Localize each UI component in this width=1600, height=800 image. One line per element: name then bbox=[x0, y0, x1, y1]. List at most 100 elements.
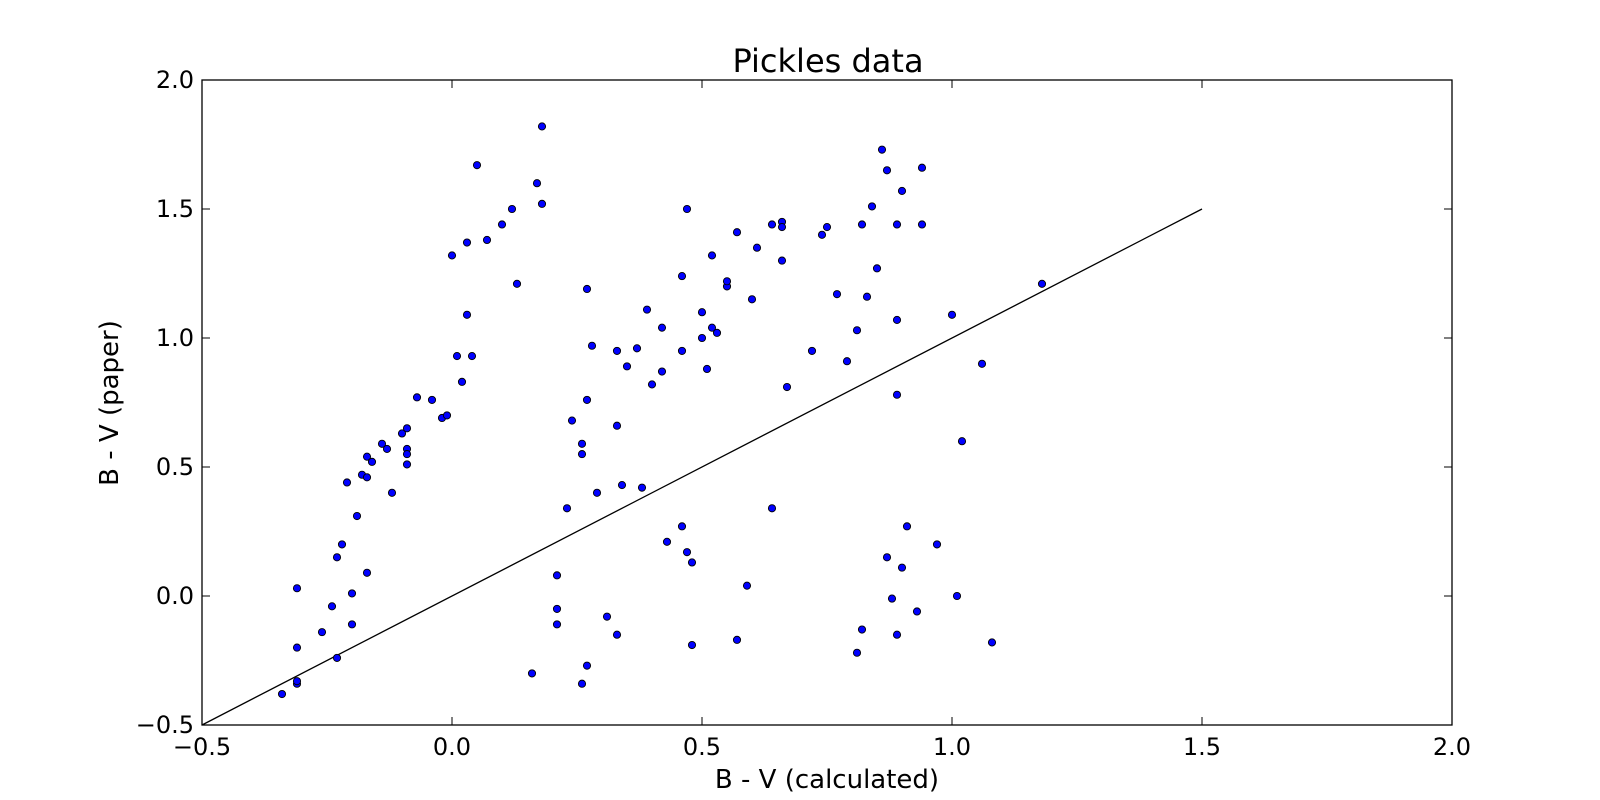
data-point bbox=[352, 511, 362, 521]
data-point bbox=[807, 346, 817, 355]
y-tick-label: 0.5 bbox=[156, 453, 194, 481]
data-point bbox=[457, 377, 467, 386]
data-point bbox=[947, 310, 957, 319]
data-point bbox=[402, 460, 412, 469]
data-point bbox=[872, 264, 882, 273]
data-point bbox=[452, 352, 462, 361]
data-point bbox=[882, 553, 892, 562]
data-point bbox=[892, 220, 902, 229]
data-point bbox=[582, 284, 592, 294]
data-point bbox=[662, 537, 672, 546]
data-point bbox=[677, 522, 687, 531]
x-tick-label: 0.5 bbox=[683, 733, 721, 761]
data-point bbox=[347, 589, 357, 598]
data-point bbox=[677, 346, 687, 355]
data-point bbox=[317, 628, 327, 637]
data-point bbox=[497, 220, 507, 229]
data-point bbox=[552, 620, 562, 629]
data-point bbox=[367, 457, 377, 466]
data-point bbox=[1037, 279, 1047, 288]
x-tick-label: 2.0 bbox=[1433, 733, 1471, 761]
data-point bbox=[577, 450, 587, 459]
data-point bbox=[657, 323, 667, 332]
data-point bbox=[817, 230, 827, 239]
data-point bbox=[917, 220, 927, 229]
data-point bbox=[337, 540, 347, 549]
data-point bbox=[537, 199, 547, 208]
data-point bbox=[582, 395, 592, 404]
data-point bbox=[892, 630, 902, 639]
data-point bbox=[412, 393, 422, 402]
data-point bbox=[732, 228, 742, 237]
data-point bbox=[347, 620, 357, 629]
data-point bbox=[387, 488, 397, 497]
data-point bbox=[657, 367, 667, 376]
data-point bbox=[562, 504, 572, 513]
data-point bbox=[777, 223, 787, 232]
data-point bbox=[332, 553, 342, 562]
data-point bbox=[587, 341, 597, 350]
data-point bbox=[707, 251, 717, 260]
data-point bbox=[577, 439, 587, 448]
data-point bbox=[292, 643, 302, 652]
data-point bbox=[332, 653, 342, 662]
data-point bbox=[442, 411, 452, 420]
chart-title: Pickles data bbox=[732, 42, 923, 80]
data-point bbox=[822, 223, 832, 232]
data-point bbox=[712, 328, 722, 337]
data-point bbox=[687, 558, 697, 567]
data-point bbox=[682, 548, 692, 557]
reference-line bbox=[201, 208, 1203, 726]
data-point bbox=[567, 416, 577, 425]
data-point bbox=[882, 166, 892, 175]
data-point bbox=[612, 346, 622, 355]
data-point bbox=[707, 323, 717, 332]
data-point bbox=[507, 204, 517, 214]
data-point bbox=[977, 359, 987, 368]
data-point bbox=[852, 648, 862, 657]
data-point bbox=[342, 478, 352, 487]
data-point bbox=[472, 161, 482, 170]
data-point bbox=[642, 305, 652, 314]
data-point bbox=[862, 292, 872, 301]
data-point bbox=[382, 444, 392, 453]
data-point bbox=[582, 661, 592, 670]
data-point bbox=[952, 591, 962, 601]
x-tick-label: 1.5 bbox=[1183, 733, 1221, 761]
data-point bbox=[617, 481, 627, 490]
data-point bbox=[612, 421, 622, 430]
data-point bbox=[897, 186, 907, 195]
data-point bbox=[987, 638, 997, 647]
data-point bbox=[602, 612, 612, 621]
data-point bbox=[362, 452, 372, 461]
data-point bbox=[782, 382, 792, 392]
data-point bbox=[527, 669, 537, 678]
data-point bbox=[482, 235, 492, 245]
y-axis-label: B - V (paper) bbox=[95, 320, 125, 486]
data-point bbox=[277, 689, 287, 699]
data-point bbox=[592, 488, 602, 497]
data-point bbox=[637, 483, 647, 492]
data-point bbox=[677, 272, 687, 281]
data-point bbox=[767, 504, 777, 513]
data-point bbox=[552, 571, 562, 580]
data-point bbox=[402, 450, 412, 459]
data-point bbox=[377, 439, 387, 448]
data-point bbox=[612, 630, 622, 639]
data-point bbox=[427, 395, 437, 404]
data-point bbox=[877, 145, 887, 154]
data-point bbox=[467, 352, 477, 361]
data-point bbox=[752, 243, 762, 252]
data-point bbox=[832, 290, 842, 299]
y-tick-label: −0.5 bbox=[136, 711, 194, 739]
data-point bbox=[842, 357, 852, 366]
x-tick-label: 1.0 bbox=[933, 733, 971, 761]
data-point bbox=[902, 522, 912, 531]
data-point bbox=[537, 122, 547, 131]
x-tick-label: 0.0 bbox=[433, 733, 471, 761]
data-point bbox=[892, 390, 902, 399]
data-point bbox=[887, 594, 897, 603]
data-point bbox=[867, 202, 877, 211]
data-point bbox=[292, 677, 302, 686]
x-axis-label: B - V (calculated) bbox=[715, 765, 939, 795]
